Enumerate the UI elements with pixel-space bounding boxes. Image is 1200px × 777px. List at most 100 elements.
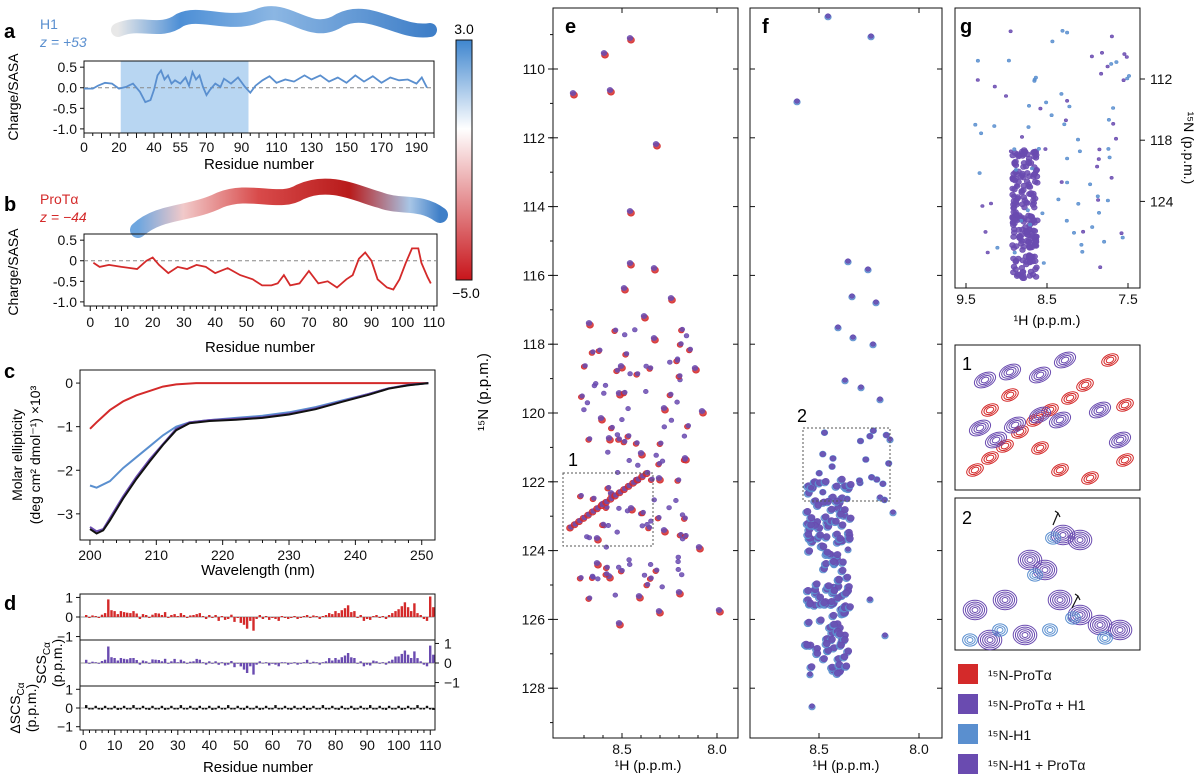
- e-peak-prota-h1: [578, 492, 584, 498]
- f-peak-h1-prota: [870, 341, 876, 347]
- zoom1-peak-purple: [1111, 433, 1129, 447]
- zoom1-peak-purple: [1033, 369, 1047, 381]
- e-peak-prota-h1: [682, 456, 688, 462]
- e-peak-prota-h1: [614, 529, 620, 535]
- e-peak-prota-h1: [679, 326, 685, 332]
- zoom2-peak-purple: [1024, 555, 1036, 565]
- zoom1-peak-purple: [1035, 371, 1045, 379]
- x-tick-label-b: 100: [391, 314, 415, 330]
- scs-prota-bar: [425, 617, 429, 621]
- scs-prota-h1-bar: [110, 657, 113, 663]
- x-tick-label-d: 70: [296, 737, 312, 753]
- delta-scs-bar: [214, 708, 217, 710]
- e-peak-prota-h1: [622, 389, 628, 395]
- f-peak-h1-prota: [819, 489, 826, 496]
- delta-scs-bar: [268, 708, 271, 710]
- g-peak-scatter: [1124, 55, 1129, 59]
- f-peak-h1-prota: [845, 546, 851, 552]
- g-peak-scatter: [1012, 250, 1017, 255]
- zoom1-peak-red: [1003, 389, 1017, 401]
- zoom1-peak-red: [1116, 398, 1134, 412]
- zoom-frame-2: [954, 497, 1141, 651]
- f-peak-h1-prota: [868, 474, 875, 481]
- zoom2-peak-blue: [966, 637, 974, 643]
- scs-prota-h1-bar: [397, 656, 400, 663]
- g-peak-dense: [1029, 201, 1037, 208]
- g-peak-dense: [1013, 243, 1020, 249]
- scs-prota-bar: [160, 615, 164, 617]
- zoom1-peak-red: [1076, 378, 1094, 392]
- scs-prota-bar: [182, 615, 186, 617]
- scs-prota-bar: [343, 608, 347, 617]
- scs-prota-h1-bar: [132, 658, 135, 663]
- g-peak-scatter: [1026, 125, 1031, 129]
- x-tick-label-a: 190: [405, 139, 429, 155]
- delta-scs-bar: [410, 708, 413, 710]
- f-peak-h1-prota: [816, 531, 825, 539]
- e-peak-prota-h1: [681, 433, 688, 439]
- scs-prota-h1-bar: [261, 663, 265, 664]
- zoom1-peak-red: [998, 440, 1012, 452]
- panel-letter-c: c: [4, 361, 15, 383]
- zoom1-peak-red: [1035, 444, 1045, 452]
- g-peak-scatter: [1041, 261, 1046, 265]
- g-peak-scatter: [973, 122, 978, 127]
- e-peak-prota-h1: [591, 495, 597, 501]
- scs-prota-h1-bar: [391, 659, 394, 663]
- zoom1-peak-purple: [1058, 354, 1072, 366]
- f-peak-h1-prota: [821, 477, 830, 485]
- nmr-y-tick-label: 118: [523, 336, 546, 352]
- x-tick-label-c: 200: [78, 547, 102, 563]
- x-ticks-d: 0 10 20 30 40 50 60 70 80 90 100 110: [79, 730, 442, 753]
- zoom1-peak-purple: [1005, 368, 1015, 376]
- x-label-d: Residue number: [203, 759, 313, 776]
- zoom2-peak-purple: [992, 589, 1018, 611]
- scs-prota-h1-bar: [220, 662, 224, 663]
- x-tick-label-d: 20: [138, 737, 154, 753]
- e-peak-prota-h1: [674, 357, 681, 363]
- x-tick-label-b: 110: [423, 314, 446, 330]
- y-tick-label-d-right: 1: [444, 635, 452, 651]
- f-peak-h1-prota: [838, 521, 847, 529]
- x-ticks-g: 9.5 8.5 7.5: [956, 283, 1138, 307]
- zoom2-peak-blue: [1042, 623, 1058, 637]
- scs-prota-h1-bar: [214, 661, 217, 663]
- f-peak-h1-prota: [806, 600, 814, 608]
- zoom1-peak-red: [985, 454, 995, 462]
- g-peak-scatter: [1076, 202, 1081, 206]
- scs-prota-h1-bar: [198, 659, 201, 663]
- scs-prota-bar: [107, 599, 110, 617]
- delta-scs-bar: [305, 708, 309, 710]
- zoom2-peak-purple: [1032, 559, 1058, 581]
- e-peak-prota-h1: [695, 544, 703, 550]
- g-peak-scatter: [1096, 198, 1101, 202]
- scs-prota-h1-bar: [372, 660, 375, 663]
- g-peak-scatter: [1097, 211, 1102, 215]
- delta-scs-bar: [318, 708, 321, 710]
- g-peak-scatter: [975, 58, 980, 63]
- g-peak-scatter: [1013, 168, 1018, 172]
- e-peak-prota-h1: [626, 260, 634, 266]
- zoom1-peak-red: [1061, 391, 1079, 405]
- zoom1-peak-red: [1105, 356, 1115, 364]
- f-peak-h1-prota: [832, 482, 841, 490]
- colorbar-max: 3.0: [454, 21, 474, 37]
- e-peak-prota-h1: [647, 561, 654, 567]
- zoom2-peak-purple: [1069, 531, 1091, 549]
- e-peak-prota-h1: [643, 363, 649, 369]
- delta-scs-bar: [394, 708, 397, 710]
- zoom1-peak-purple: [987, 433, 1005, 447]
- f-peak-h1-prota: [870, 427, 877, 434]
- scs-prota-bar: [255, 617, 258, 619]
- scs-prota-h1-bar: [204, 663, 208, 665]
- zoom1-peak-red: [1120, 401, 1130, 409]
- zoom2-peak-purple: [1067, 529, 1093, 551]
- scs-prota-h1-bar: [239, 663, 242, 667]
- delta-scs-bar: [208, 705, 211, 708]
- zoom2-peak-blue: [964, 635, 976, 645]
- e-peak-prota-h1: [615, 564, 622, 570]
- scs-prota-h1-bar: [378, 663, 381, 664]
- delta-scs-bar: [287, 708, 290, 710]
- zoom1-peak-purple: [1113, 434, 1127, 446]
- e-peak-prota-h1: [632, 327, 638, 333]
